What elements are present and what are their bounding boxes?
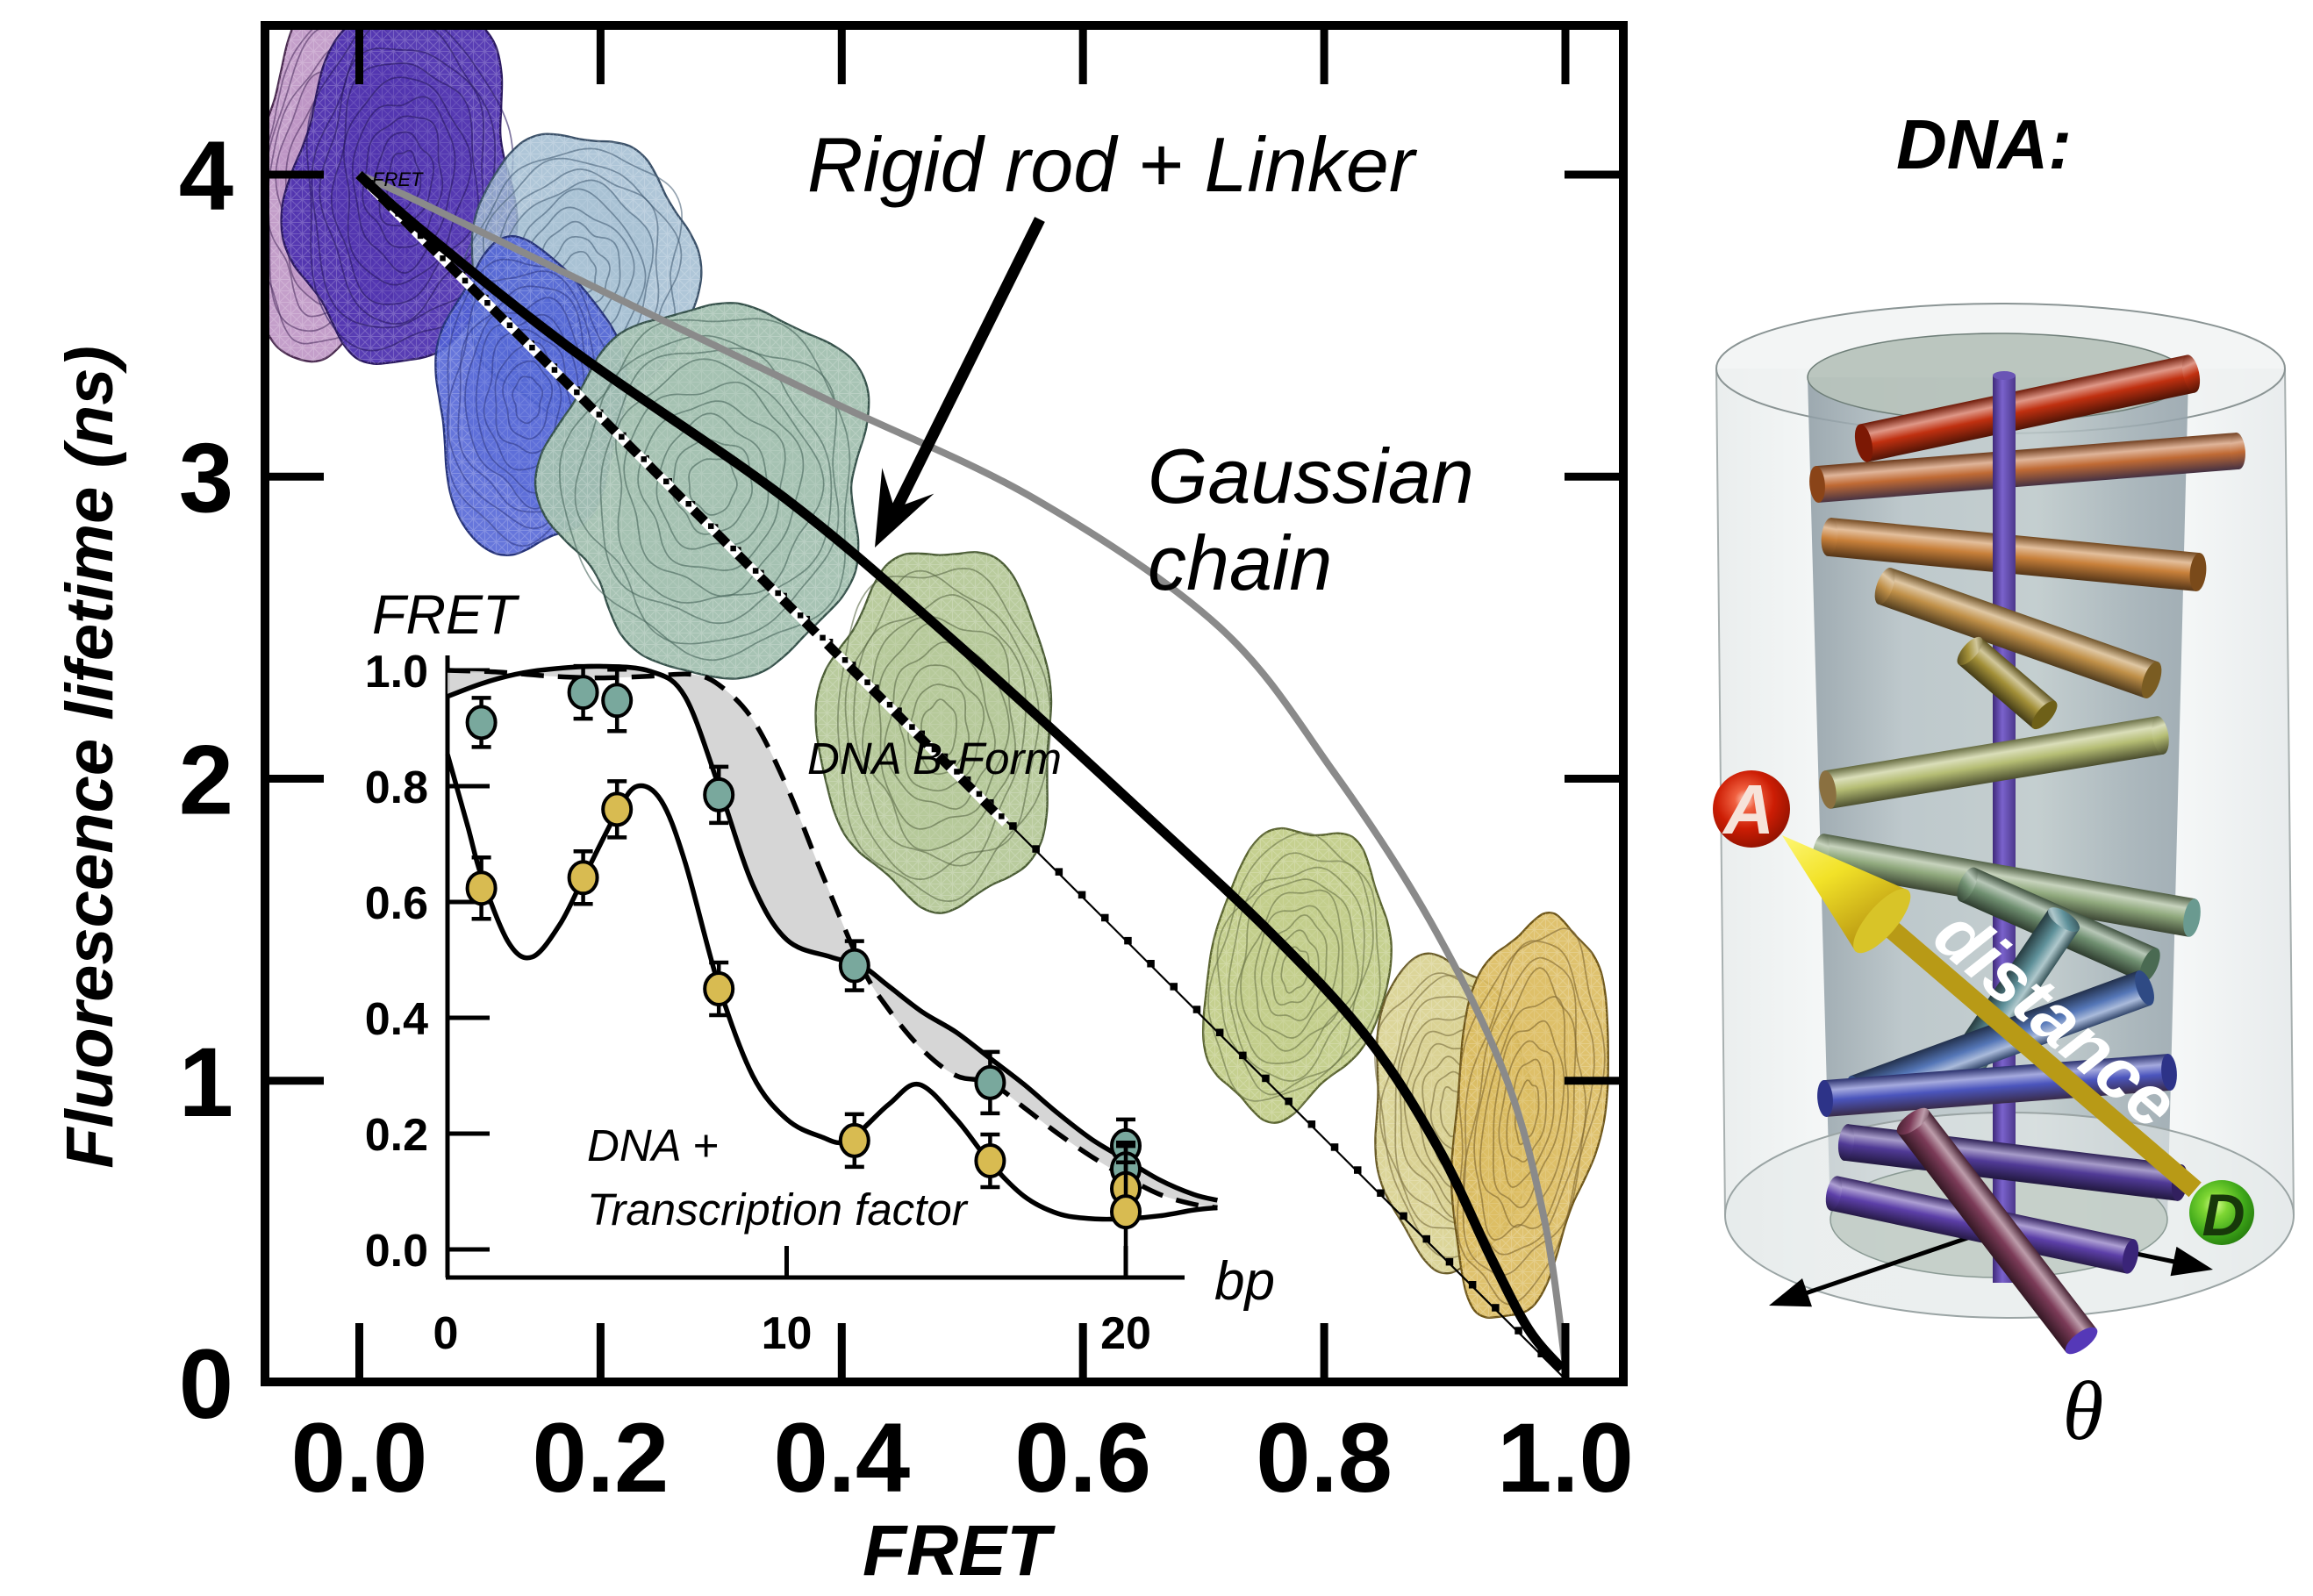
svg-text:0.2: 0.2 xyxy=(533,1403,670,1513)
svg-text:0.6: 0.6 xyxy=(1014,1403,1151,1513)
svg-text:Gaussian: Gaussian xyxy=(1148,433,1474,519)
svg-text:Fluorescence lifetime (ns): Fluorescence lifetime (ns) xyxy=(53,346,127,1169)
svg-text:0.4: 0.4 xyxy=(365,994,428,1045)
svg-text:0: 0 xyxy=(433,1308,459,1359)
svg-text:chain: chain xyxy=(1148,519,1332,606)
svg-text:A: A xyxy=(1722,770,1774,848)
svg-text:0.8: 0.8 xyxy=(1256,1403,1393,1513)
svg-text:0.6: 0.6 xyxy=(365,878,428,929)
svg-text:2: 2 xyxy=(179,726,233,835)
svg-text:0.4: 0.4 xyxy=(773,1403,910,1513)
svg-text:DNA +: DNA + xyxy=(587,1120,719,1170)
svg-text:DNA B-Form: DNA B-Form xyxy=(807,734,1062,784)
svg-text:0.2: 0.2 xyxy=(365,1110,428,1161)
svg-text:1.0: 1.0 xyxy=(365,647,428,698)
svg-text:1: 1 xyxy=(179,1027,233,1137)
svg-text:Transcription factor: Transcription factor xyxy=(587,1184,969,1235)
svg-text:FRET: FRET xyxy=(863,1511,1056,1591)
svg-text:DNA:: DNA: xyxy=(1896,105,2072,183)
svg-text:4: 4 xyxy=(179,121,233,231)
svg-text:0: 0 xyxy=(179,1329,233,1439)
svg-text:0.8: 0.8 xyxy=(365,762,428,813)
svg-text:1.0: 1.0 xyxy=(1497,1403,1634,1513)
svg-text:D: D xyxy=(2202,1182,2245,1249)
svg-text:10: 10 xyxy=(762,1308,813,1359)
svg-text:3: 3 xyxy=(179,423,233,533)
svg-text:bp: bp xyxy=(1214,1251,1275,1312)
svg-text:θ: θ xyxy=(2063,1364,2104,1457)
svg-text:FRET: FRET xyxy=(372,168,424,190)
svg-text:0.0: 0.0 xyxy=(365,1226,428,1277)
svg-text:FRET: FRET xyxy=(372,584,520,646)
svg-text:0.0: 0.0 xyxy=(291,1403,428,1513)
svg-text:20: 20 xyxy=(1100,1308,1151,1359)
svg-text:Rigid rod + Linker: Rigid rod + Linker xyxy=(807,121,1418,208)
